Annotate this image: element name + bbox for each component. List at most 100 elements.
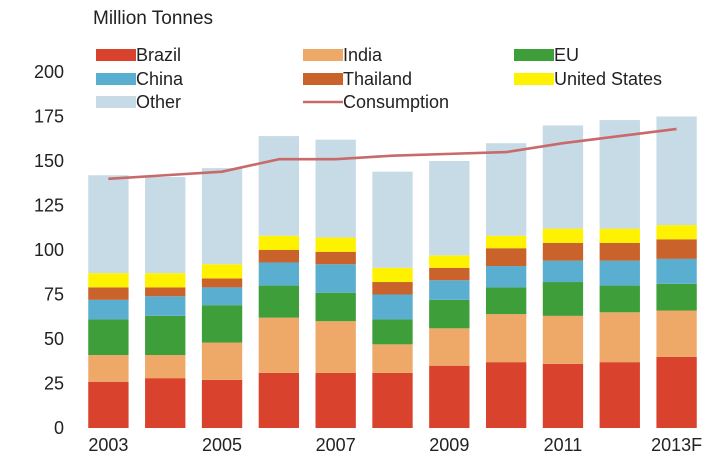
bar-segment-other-2010	[485, 143, 527, 236]
bar-segment-eu-2006	[258, 285, 300, 318]
legend-label: United States	[554, 69, 662, 89]
bar-segment-brazil-2008	[372, 372, 413, 428]
bar-segment-brazil-2011	[542, 363, 584, 428]
y-tick-label: 50	[44, 329, 64, 349]
bar-segment-china-2013f	[656, 258, 697, 284]
bar-segment-united-states-2003	[88, 273, 129, 288]
legend-swatch-united-states	[514, 73, 554, 85]
consumption-line	[108, 127, 677, 181]
bar-segment-other-2013f	[656, 116, 697, 226]
bar-segment-eu-2003	[88, 319, 129, 356]
y-tick-label: 100	[34, 240, 64, 260]
bar-segment-united-states-2013f	[656, 225, 697, 240]
bar-segment-eu-2009	[429, 299, 470, 329]
y-tick-label: 200	[34, 62, 64, 82]
bar-segment-eu-2010	[485, 287, 527, 315]
y-tick-label: 0	[54, 418, 64, 438]
bar-segment-china-2008	[372, 294, 413, 320]
bar-segment-other-2004	[145, 177, 186, 274]
bar-segment-brazil-2006	[258, 372, 300, 428]
bar-segment-india-2011	[542, 315, 584, 364]
bar-segment-brazil-2012	[599, 362, 640, 428]
bar-segment-thailand-2004	[145, 287, 186, 297]
bar-segment-brazil-2010	[485, 362, 527, 428]
legend-item-eu: EU	[514, 45, 579, 65]
legend-swatch-eu	[514, 49, 554, 61]
bar-segment-brazil-2003	[88, 381, 129, 428]
legend-swatch-thailand	[303, 73, 343, 85]
y-tick-labels: 0 25 50 75 100 125 150 175 200	[34, 62, 64, 438]
bar-segment-united-states-2010	[485, 235, 527, 249]
consumption-line-group	[108, 127, 677, 181]
bar-segment-thailand-2008	[372, 282, 413, 295]
legend-label: India	[343, 45, 383, 65]
bar-segment-united-states-2007	[315, 237, 356, 252]
bar-segment-china-2007	[315, 264, 356, 293]
bar-segment-thailand-2012	[599, 242, 640, 261]
bar-segment-china-2012	[599, 260, 640, 286]
bar-segment-india-2008	[372, 344, 413, 373]
legend-swatch-other	[96, 96, 136, 108]
bar-segment-brazil-2004	[145, 378, 186, 428]
x-tick-label: 2005	[202, 435, 242, 455]
y-tick-label: 150	[34, 151, 64, 171]
bar-segment-thailand-2011	[542, 242, 584, 261]
bar-segment-china-2011	[542, 260, 584, 283]
bar-segment-india-2003	[88, 355, 129, 382]
bar-segment-china-2004	[145, 296, 186, 316]
bar-segment-china-2010	[485, 266, 527, 288]
bar-segment-thailand-2010	[485, 248, 527, 267]
legend-swatch-brazil	[96, 49, 136, 61]
legend-swatch-india	[303, 49, 343, 61]
bar-segment-eu-2013f	[656, 283, 697, 311]
bar-segment-other-2007	[315, 139, 356, 238]
bar-segment-china-2003	[88, 299, 129, 320]
bar-segment-brazil-2009	[429, 365, 470, 428]
legend-item-united-states: United States	[514, 69, 662, 89]
bar-segment-united-states-2008	[372, 267, 413, 283]
bar-segment-united-states-2009	[429, 255, 470, 268]
x-tick-labels: 2003 2005 2007 2009 2011 2013F	[88, 435, 702, 455]
y-tick-label: 175	[34, 107, 64, 127]
legend: Brazil India EU China Thailand United States O…	[96, 45, 662, 112]
bar-segment-thailand-2013f	[656, 239, 697, 259]
bar-segment-eu-2008	[372, 319, 413, 345]
legend-item-thailand: Thailand	[303, 69, 412, 89]
bar-segment-india-2009	[429, 328, 470, 366]
legend-item-other: Other	[96, 92, 181, 112]
bar-segment-india-2013f	[656, 310, 697, 357]
legend-item-india: India	[303, 45, 383, 65]
bar-segment-eu-2005	[201, 305, 243, 343]
bar-segment-united-states-2006	[258, 235, 300, 250]
bar-segment-india-2012	[599, 312, 640, 363]
x-tick-label: 2003	[88, 435, 128, 455]
y-tick-label: 25	[44, 374, 64, 394]
bar-segment-other-2008	[372, 171, 413, 268]
bar-segment-china-2009	[429, 280, 470, 300]
x-tick-label: 2009	[429, 435, 469, 455]
legend-label: Consumption	[343, 92, 449, 112]
bar-segment-india-2005	[201, 342, 243, 380]
bar-segment-thailand-2005	[201, 278, 243, 288]
bar-segment-thailand-2003	[88, 287, 129, 300]
bar-segment-eu-2004	[145, 315, 186, 356]
x-tick-label: 2007	[316, 435, 356, 455]
bar-segment-brazil-2013f	[656, 356, 697, 428]
y-axis-unit-label: Million Tonnes	[93, 8, 214, 29]
bar-segment-brazil-2005	[201, 379, 243, 428]
bar-segment-other-2009	[429, 161, 470, 256]
legend-label: Other	[136, 92, 181, 112]
legend-label: Brazil	[136, 45, 181, 65]
legend-label: EU	[554, 45, 579, 65]
bar-segment-india-2010	[485, 314, 527, 363]
x-tick-label: 2011	[544, 435, 583, 455]
bar-segment-united-states-2011	[542, 228, 584, 243]
legend-label: China	[136, 69, 184, 89]
bar-segment-brazil-2007	[315, 372, 356, 428]
bar-segment-united-states-2012	[599, 228, 640, 243]
legend-label: Thailand	[343, 69, 412, 89]
legend-item-consumption: Consumption	[303, 92, 449, 112]
bar-segment-united-states-2005	[201, 264, 243, 279]
bar-segment-china-2005	[201, 287, 243, 306]
